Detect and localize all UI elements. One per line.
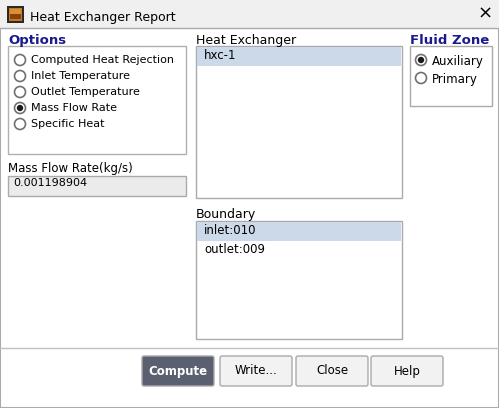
FancyBboxPatch shape [196, 46, 402, 198]
FancyBboxPatch shape [197, 222, 401, 241]
FancyBboxPatch shape [296, 356, 368, 386]
Text: Inlet Temperature: Inlet Temperature [31, 71, 130, 81]
Circle shape [416, 73, 427, 84]
FancyBboxPatch shape [10, 9, 21, 14]
Text: Auxiliary: Auxiliary [432, 55, 484, 68]
Text: Options: Options [8, 34, 66, 47]
Text: Specific Heat: Specific Heat [31, 119, 104, 129]
FancyBboxPatch shape [410, 46, 492, 106]
Text: Mass Flow Rate: Mass Flow Rate [31, 103, 117, 113]
FancyBboxPatch shape [371, 356, 443, 386]
FancyBboxPatch shape [0, 0, 499, 28]
Circle shape [14, 102, 25, 113]
FancyBboxPatch shape [196, 221, 402, 339]
FancyBboxPatch shape [8, 46, 186, 154]
FancyBboxPatch shape [197, 47, 401, 66]
Text: inlet:010: inlet:010 [204, 224, 256, 237]
Circle shape [14, 55, 25, 66]
Text: Help: Help [394, 364, 421, 377]
Circle shape [416, 55, 427, 66]
FancyBboxPatch shape [7, 6, 24, 23]
Text: Fluid Zone: Fluid Zone [410, 34, 489, 47]
Text: Primary: Primary [432, 73, 478, 86]
Text: Write...: Write... [235, 364, 277, 377]
Text: Computed Heat Rejection: Computed Heat Rejection [31, 55, 174, 65]
FancyBboxPatch shape [142, 356, 214, 386]
Text: Close: Close [316, 364, 348, 377]
Text: 0.001198904: 0.001198904 [13, 178, 87, 188]
Text: ×: × [478, 5, 493, 23]
Text: Outlet Temperature: Outlet Temperature [31, 87, 140, 97]
FancyBboxPatch shape [220, 356, 292, 386]
Text: Heat Exchanger Report: Heat Exchanger Report [30, 11, 176, 24]
Circle shape [14, 118, 25, 129]
FancyBboxPatch shape [8, 176, 186, 196]
Text: outlet:009: outlet:009 [204, 243, 265, 256]
FancyBboxPatch shape [10, 14, 21, 19]
Circle shape [418, 57, 424, 63]
Text: Boundary: Boundary [196, 208, 256, 221]
Text: Mass Flow Rate(kg/s): Mass Flow Rate(kg/s) [8, 162, 133, 175]
Circle shape [14, 86, 25, 98]
Text: Heat Exchanger: Heat Exchanger [196, 34, 296, 47]
Text: hxc-1: hxc-1 [204, 49, 237, 62]
Text: Compute: Compute [148, 364, 208, 377]
Circle shape [14, 71, 25, 82]
Circle shape [17, 105, 23, 111]
FancyBboxPatch shape [9, 8, 22, 21]
